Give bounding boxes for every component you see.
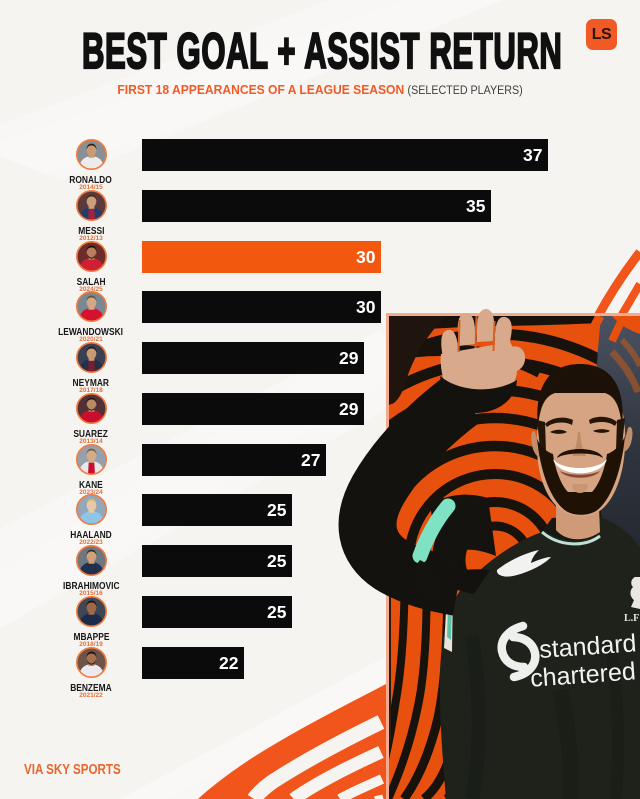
svg-text:standard: standard <box>538 629 637 664</box>
svg-text:L.F: L.F <box>624 613 639 624</box>
